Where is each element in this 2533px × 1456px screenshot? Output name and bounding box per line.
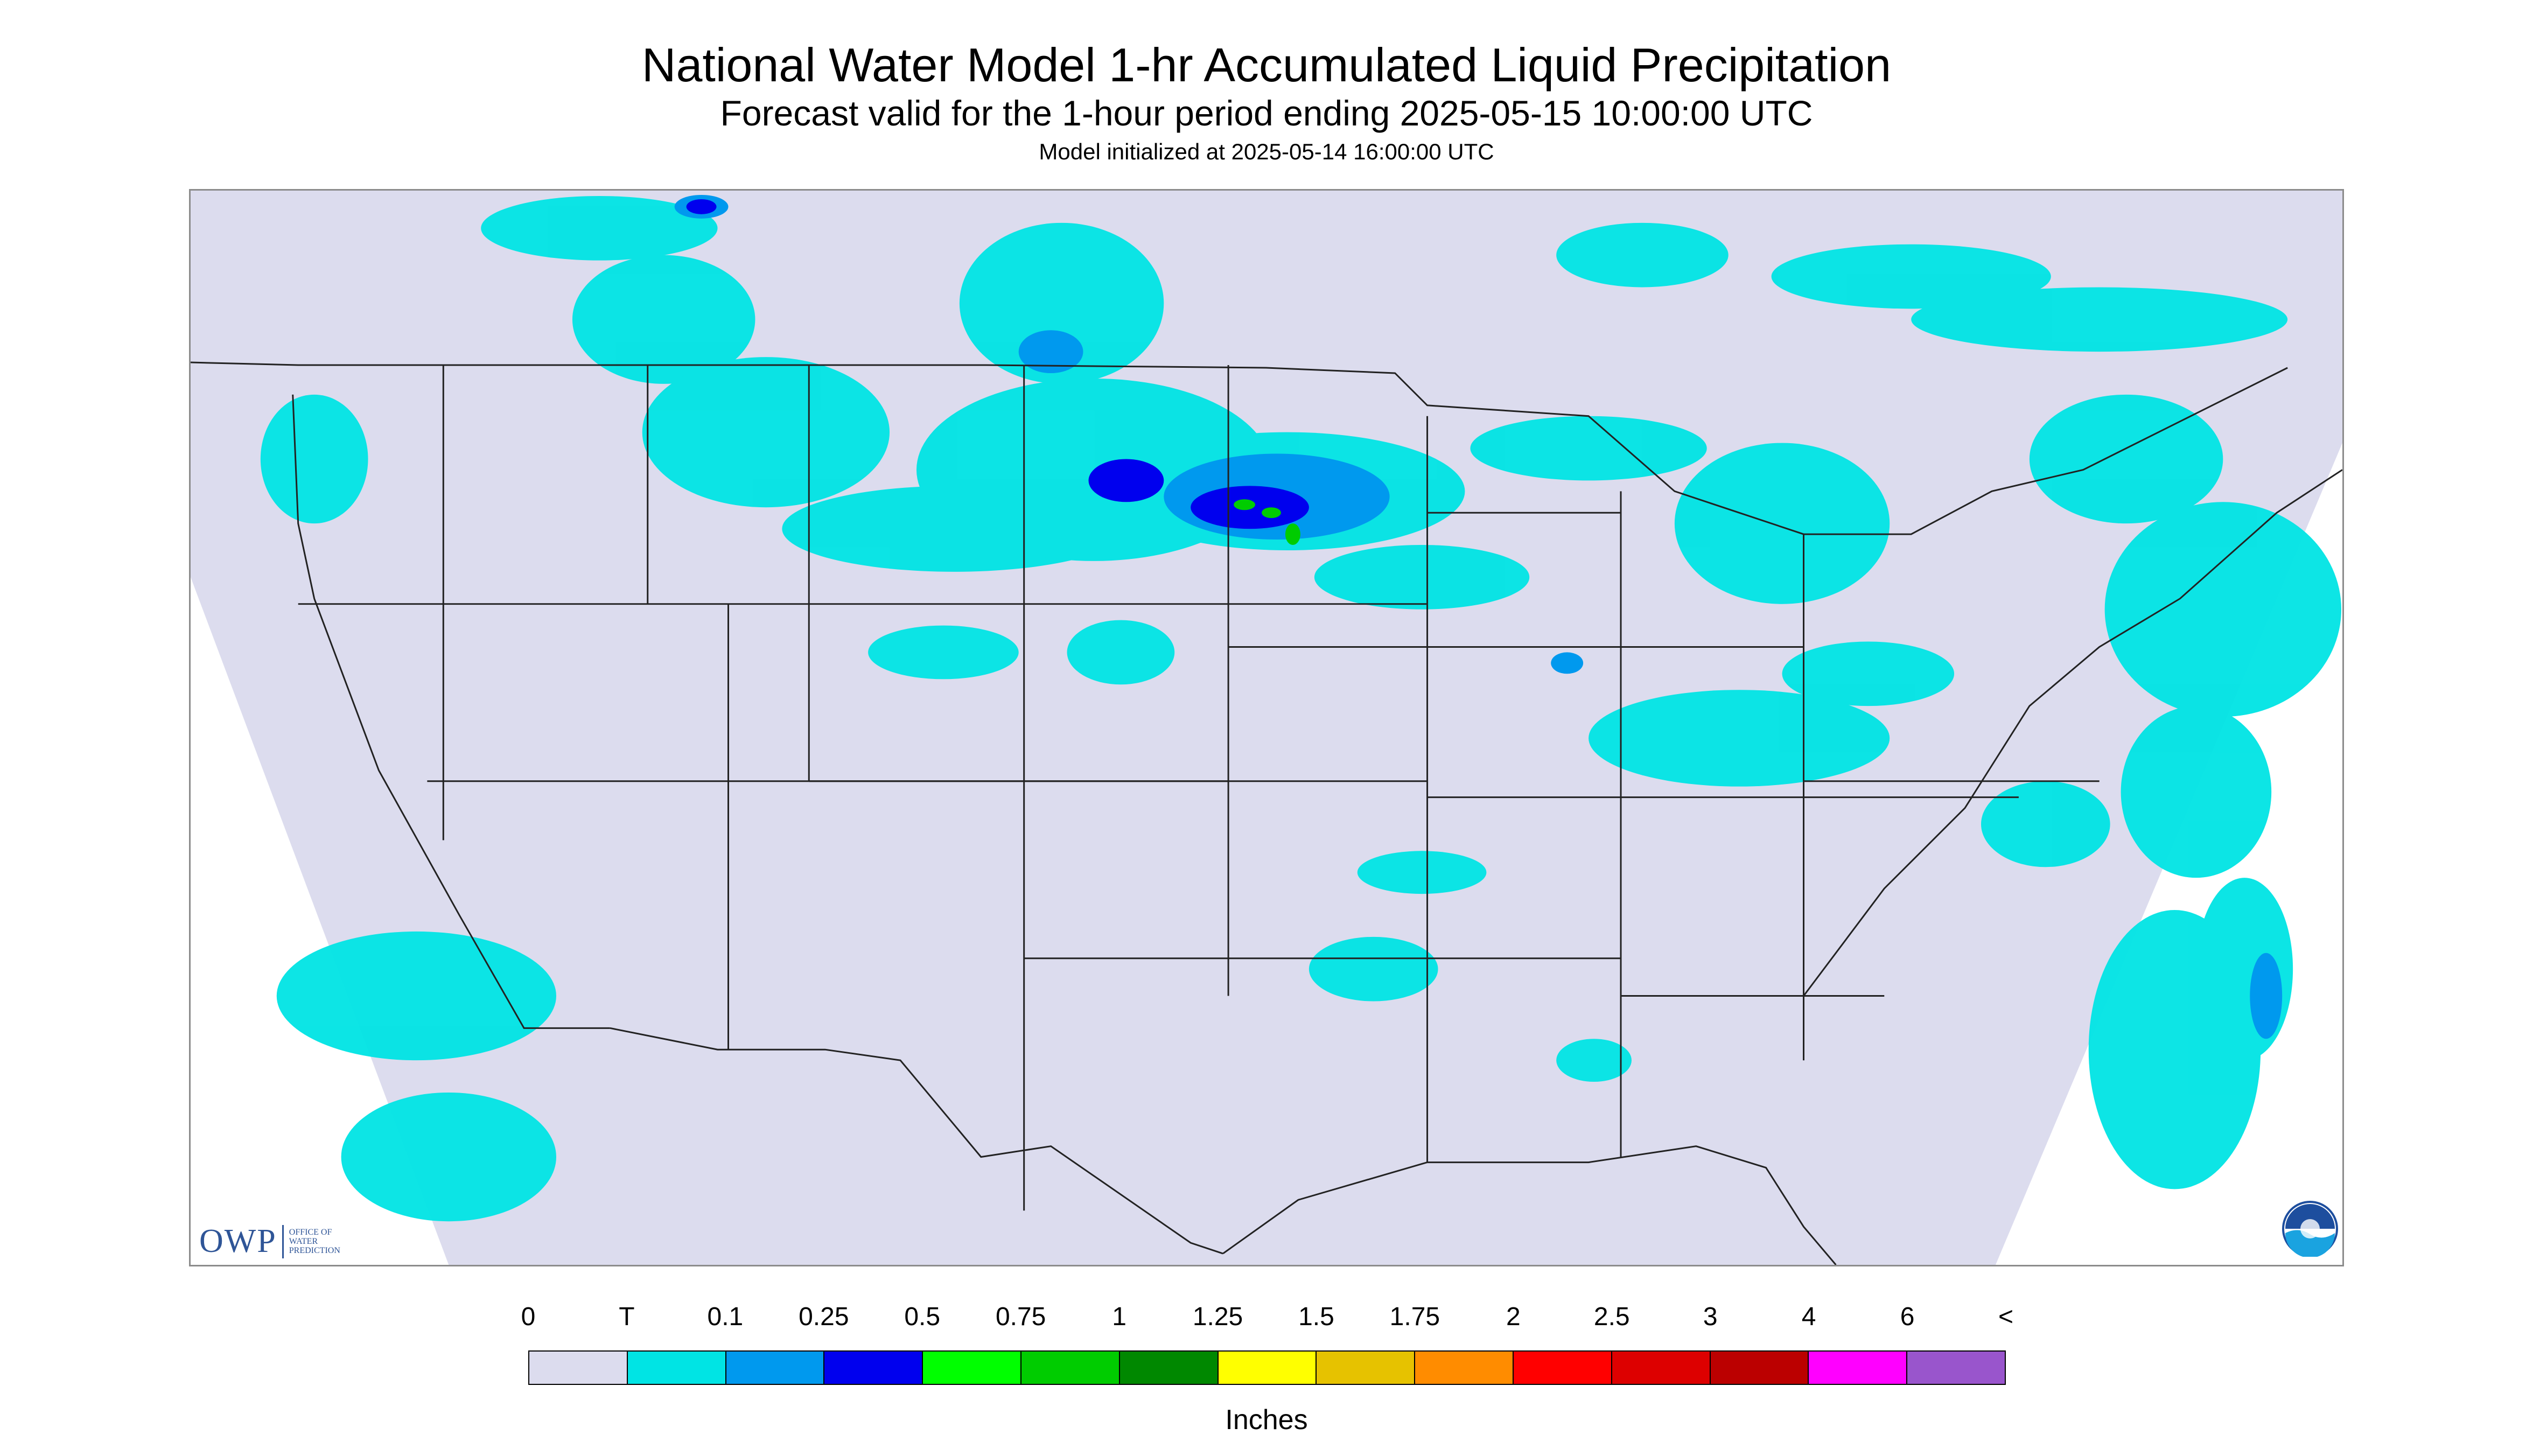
legend-swatch [1317,1352,1416,1384]
legend-label: T [619,1303,635,1331]
model-domain [191,191,2342,1265]
legend-label: 0 [521,1303,536,1331]
legend-label: 2.5 [1593,1303,1630,1331]
legend-label: < [1998,1303,2014,1331]
east-coastline [1803,469,2342,1061]
legend-swatch [1612,1352,1711,1384]
legend-swatch [1809,1352,1908,1384]
legend-label: 4 [1801,1303,1816,1331]
model-init-text: Model initialized at 2025-05-14 16:00:00… [1039,139,1494,164]
legend-label: 2 [1506,1303,1521,1331]
legend-label: 0.1 [707,1303,744,1331]
forecast-valid-subtitle: Forecast valid for the 1-hour period end… [720,93,1813,133]
map-title: National Water Model 1-hr Accumulated Li… [641,38,1892,92]
precip-heavy [1234,499,1300,545]
us-canada-border [191,361,2288,535]
legend-label: 0.5 [904,1303,941,1331]
map-svg [191,191,2342,1265]
legend-label: 3 [1703,1303,1718,1331]
legend-swatch [1021,1352,1120,1384]
precipitation-map [189,189,2344,1266]
owp-logo-divider [282,1224,284,1258]
us-mexico-border [610,1027,1223,1255]
legend-labels: 0 T 0.1 0.25 0.5 0.75 1 1.25 1.5 1.75 2 2.5 3 4 6 < [496,1302,2071,1340]
legend-swatch [824,1352,923,1384]
color-legend-bar [528,1350,2006,1385]
legend-swatch [1907,1352,2005,1384]
west-coastline [292,394,610,1029]
us-coastline [1222,1145,1837,1265]
legend-swatch [1710,1352,1809,1384]
legend-label: 1.25 [1192,1303,1243,1331]
owp-logo-mark: OWP [199,1223,277,1259]
legend-label: 0.75 [995,1303,1046,1331]
owp-logo-subtext: Office of Water Prediction [289,1228,340,1255]
legend-swatch [1119,1352,1219,1384]
legend-label: 1 [1112,1303,1126,1331]
legend-swatch [1415,1352,1514,1384]
legend-swatch [1513,1352,1612,1384]
owp-logo: OWP Office of Water Prediction [199,1222,340,1261]
legend-swatch [627,1352,726,1384]
legend-swatch [923,1352,1021,1384]
legend-swatch [726,1352,825,1384]
legend-swatch [529,1352,628,1384]
boundaries [191,361,2342,1265]
legend-units: Inches [1225,1404,1308,1436]
legend-swatch [1218,1352,1317,1384]
legend-label: 1.75 [1389,1303,1440,1331]
noaa-logo-icon [2282,1201,2338,1257]
legend-label: 1.5 [1298,1303,1334,1331]
legend-label: 0.25 [799,1303,849,1331]
legend-label: 6 [1900,1303,1915,1331]
